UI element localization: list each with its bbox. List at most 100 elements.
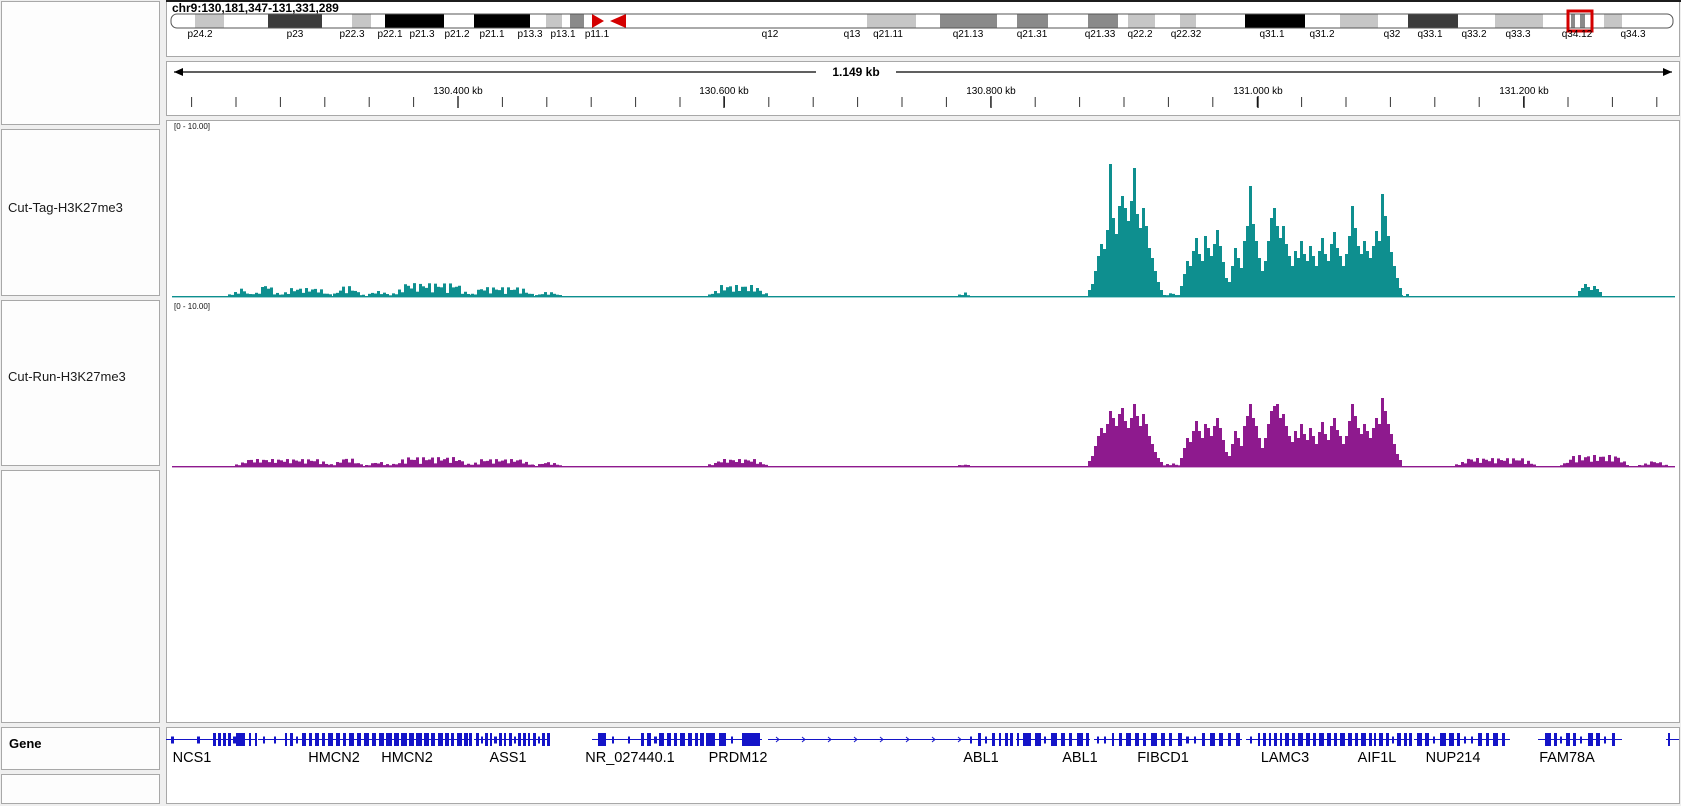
gene-model[interactable]: ABL1 xyxy=(1016,733,1098,766)
gene-model[interactable]: ABL1 xyxy=(768,733,1013,766)
gene-name-label: AIF1L xyxy=(1358,750,1397,766)
cytoband-label: q21.31 xyxy=(1017,29,1048,40)
strand-arrow-icon xyxy=(775,736,780,743)
gene-name-label: HMCN2 xyxy=(308,750,360,766)
gene-name-label: NR_027440.1 xyxy=(585,750,675,766)
cytoband-label: q33.2 xyxy=(1461,29,1486,40)
cytoband-label: p24.2 xyxy=(187,29,212,40)
cytoband-label: q33.3 xyxy=(1505,29,1530,40)
cytoband-label: p13.3 xyxy=(517,29,542,40)
strand-arrow-icon xyxy=(853,736,858,743)
track-name-cut-tag[interactable]: Cut-Tag-H3K27me3 xyxy=(8,200,123,215)
cytoband-label: p21.1 xyxy=(479,29,504,40)
cytoband-label: q31.1 xyxy=(1259,29,1284,40)
cytoband-label: q34.12 xyxy=(1562,29,1593,40)
gene-name-label: ABL1 xyxy=(963,750,998,766)
cytoband-label: q34.3 xyxy=(1620,29,1645,40)
cytoband-label: q21.33 xyxy=(1085,29,1116,40)
gene-name-label: HMCN2 xyxy=(381,750,433,766)
cytoband-label: q31.2 xyxy=(1309,29,1334,40)
cytoband-label: q32 xyxy=(1384,29,1401,40)
ruler-tick-label: 130.800 kb xyxy=(966,86,1016,97)
ruler-tick-label: 131.000 kb xyxy=(1233,86,1283,97)
cytoband-label: p23 xyxy=(287,29,304,40)
track-name-cut-run[interactable]: Cut-Run-H3K27me3 xyxy=(8,369,126,384)
ruler[interactable]: 130.400 kb 130.600 kb 130.800 kb 131.000 kb… xyxy=(174,68,1672,108)
data-tracks-panel[interactable] xyxy=(166,120,1680,723)
ruler-tick-label: 130.400 kb xyxy=(433,86,483,97)
cytoband-label: p21.2 xyxy=(444,29,469,40)
track-baseline xyxy=(172,296,1675,298)
ideogram-outline xyxy=(170,13,1674,29)
gene-model[interactable]: AIF1L xyxy=(1358,733,1412,766)
cytoband-label: q22.2 xyxy=(1127,29,1152,40)
gene-name-label: FIBCD1 xyxy=(1137,750,1189,766)
gene-track-title[interactable]: Gene xyxy=(9,736,42,751)
gene-track-label-box[interactable]: Gene xyxy=(1,727,160,770)
strand-arrow-icon xyxy=(827,736,832,743)
gene-model[interactable]: PRDM12 xyxy=(706,733,767,766)
wig-track-cut-run[interactable] xyxy=(172,398,1675,468)
cytoband-label: q22.32 xyxy=(1171,29,1202,40)
gene-model[interactable]: FIBCD1 xyxy=(1094,733,1242,766)
panel-top-border xyxy=(166,0,1681,2)
ruler-span-label: 1.149 kb xyxy=(818,65,894,79)
gene-model[interactable] xyxy=(1666,733,1679,746)
locus-text: chr9:130,181,347-131,331,289 xyxy=(172,1,339,15)
ideogram[interactable]: p24.2 p23 p22.3 p22.1 p21.3 p21.2 p21.1 p13.3 p1… xyxy=(170,9,1674,40)
ideogram-bands xyxy=(171,14,1673,28)
gene-model[interactable]: ASS1 xyxy=(474,733,550,766)
gene-model[interactable]: FAM78A xyxy=(1538,733,1622,766)
cytoband-label: q21.13 xyxy=(953,29,984,40)
gene-model[interactable]: LAMC3 xyxy=(1246,733,1368,766)
gene-name-label: ABL1 xyxy=(1062,750,1097,766)
cytoband-label: p21.3 xyxy=(409,29,434,40)
ruler-panel[interactable] xyxy=(166,61,1680,116)
cytoband-label: q12 xyxy=(762,29,779,40)
track-label-box-cut-run[interactable]: Cut-Run-H3K27me3 xyxy=(1,300,160,466)
cytoband-label: q13 xyxy=(844,29,861,40)
centromere-icon xyxy=(592,14,604,28)
gene-name-label: NUP214 xyxy=(1426,750,1481,766)
gene-model[interactable]: NR_027440.1 xyxy=(585,733,704,766)
cytoband-label: p13.1 xyxy=(550,29,575,40)
strand-arrow-icon xyxy=(905,736,910,743)
strand-arrow-icon xyxy=(957,736,962,743)
gene-name-label: LAMC3 xyxy=(1261,750,1309,766)
gene-name-label: ASS1 xyxy=(489,750,526,766)
gene-name-label: FAM78A xyxy=(1539,750,1595,766)
wig-track-cut-tag[interactable] xyxy=(172,164,1675,298)
track-baseline xyxy=(172,466,1675,468)
cytoband-label: p11.1 xyxy=(585,29,610,40)
cytoband-label: p22.1 xyxy=(377,29,402,40)
strand-arrow-icon xyxy=(801,736,806,743)
ruler-tick-labels: 130.400 kb 130.600 kb 130.800 kb 131.000 kb… xyxy=(433,86,1549,97)
sidebar-header-box xyxy=(1,1,160,125)
sidebar-bottom-box xyxy=(1,774,160,804)
gene-name-label: NCS1 xyxy=(173,750,212,766)
ruler-left-arrow-icon xyxy=(174,68,183,76)
cytoband-labels: p24.2 p23 p22.3 p22.1 p21.3 p21.2 p21.1 p13.3 p1… xyxy=(187,29,1645,40)
ruler-ticks xyxy=(191,97,1658,107)
chromosome-panel[interactable] xyxy=(166,1,1680,57)
cytoband-label: p22.3 xyxy=(339,29,364,40)
range-label-cut-run: [0 - 10.00] xyxy=(174,302,211,311)
gene-model[interactable]: HMCN2 xyxy=(258,733,394,766)
centromere-icon xyxy=(610,14,626,28)
track-label-box-cut-tag[interactable]: Cut-Tag-H3K27me3 xyxy=(1,129,160,296)
gene-model[interactable]: NCS1 xyxy=(166,733,257,766)
gene-track[interactable]: NCS1 HMCN2 HMCN2 ASS1 NR_027440.1 PRDM12 ABL1 A… xyxy=(166,733,1679,766)
strand-arrow-icon xyxy=(879,736,884,743)
ruler-tick-label: 131.200 kb xyxy=(1499,86,1549,97)
strand-arrow-icon xyxy=(931,736,936,743)
roi-highlight-box[interactable] xyxy=(1566,9,1594,33)
gene-model[interactable]: HMCN2 xyxy=(381,733,472,766)
range-label-cut-tag: [0 - 10.00] xyxy=(174,122,211,131)
sidebar-spacer-box xyxy=(1,470,160,723)
ruler-tick-label: 130.600 kb xyxy=(699,86,749,97)
cytoband-label: q21.11 xyxy=(873,29,903,40)
gene-model[interactable]: NUP214 xyxy=(1414,733,1510,766)
cytoband-label: q33.1 xyxy=(1417,29,1442,40)
